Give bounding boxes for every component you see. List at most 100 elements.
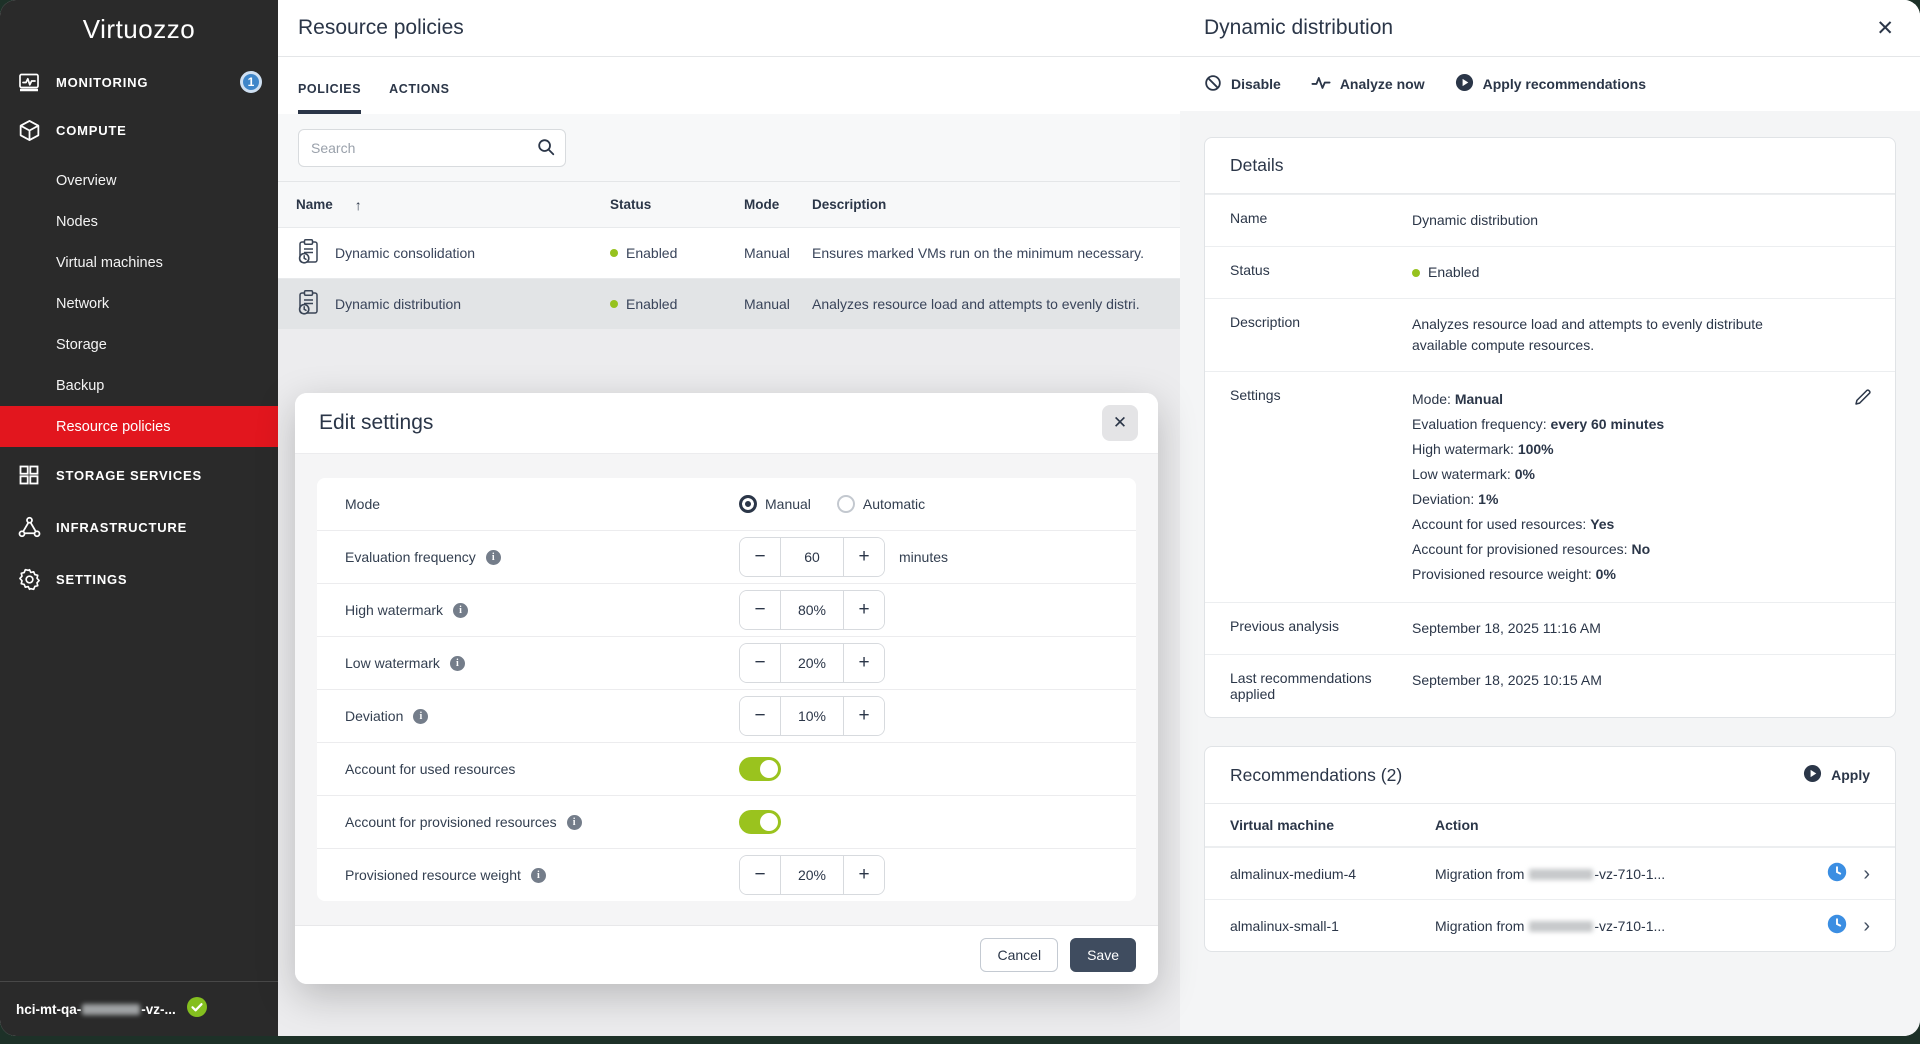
info-icon[interactable] xyxy=(485,549,501,565)
apply-button[interactable]: Apply xyxy=(1803,764,1870,786)
details-panel: Dynamic distribution ✕ Disable xyxy=(1180,0,1920,1036)
stepper-value[interactable]: 10% xyxy=(780,697,844,735)
column-action: Action xyxy=(1435,817,1479,833)
increment-button[interactable]: + xyxy=(844,856,884,894)
close-icon[interactable]: ✕ xyxy=(1102,405,1138,441)
account-used-row: Account for used resources xyxy=(317,742,1136,795)
sidebar-item-storage-services[interactable]: STORAGE SERVICES xyxy=(0,449,278,501)
column-mode[interactable]: Mode xyxy=(744,197,780,212)
decrement-button[interactable]: − xyxy=(740,538,780,576)
sidebar-item-backup[interactable]: Backup xyxy=(56,377,105,394)
sidebar-item-label: COMPUTE xyxy=(56,122,127,138)
increment-button[interactable]: + xyxy=(844,538,884,576)
sidebar-item-infrastructure[interactable]: INFRASTRUCTURE xyxy=(0,501,278,553)
save-button[interactable]: Save xyxy=(1070,938,1136,972)
info-icon[interactable] xyxy=(453,602,469,618)
column-status[interactable]: Status xyxy=(610,197,652,212)
search-input[interactable] xyxy=(298,129,566,167)
setting-line: Account for used resources: Yes xyxy=(1412,516,1615,532)
column-description[interactable]: Description xyxy=(812,197,887,212)
radio-manual[interactable]: Manual xyxy=(739,495,811,513)
sidebar-item-resource-policies[interactable]: Resource policies xyxy=(0,406,278,447)
apply-recommendations-button[interactable]: Apply recommendations xyxy=(1455,73,1646,95)
decrement-button[interactable]: − xyxy=(740,644,780,682)
stepper-value[interactable]: 60 xyxy=(780,538,844,576)
high-watermark-row: High watermark − 80% + xyxy=(317,583,1136,636)
sidebar-item-nodes[interactable]: Nodes xyxy=(56,213,98,230)
sidebar-item-storage[interactable]: Storage xyxy=(56,336,107,353)
increment-button[interactable]: + xyxy=(844,591,884,629)
decrement-button[interactable]: − xyxy=(740,856,780,894)
table-row-dynamic-distribution[interactable]: Dynamic distribution Enabled Manual Anal… xyxy=(278,278,1180,329)
cancel-button[interactable]: Cancel xyxy=(980,938,1059,972)
sidebar-item-virtual-machines[interactable]: Virtual machines xyxy=(56,254,163,271)
recommendations-card: Recommendations (2) Apply Virtual machin… xyxy=(1204,746,1896,952)
table-header: Name ↑ Status Mode Description xyxy=(278,182,1180,227)
mode-row: Mode Manual Automatic xyxy=(317,478,1136,530)
info-icon[interactable] xyxy=(449,655,465,671)
column-name[interactable]: Name xyxy=(296,197,333,212)
vm-name: almalinux-small-1 xyxy=(1230,917,1339,934)
recommendation-row[interactable]: almalinux-medium-4 Migration from -vz-71… xyxy=(1205,847,1895,899)
chevron-right-icon[interactable]: › xyxy=(1863,862,1870,885)
unit-label: minutes xyxy=(899,549,949,565)
sidebar-item-compute[interactable]: COMPUTE xyxy=(0,106,278,154)
panel-body: Details Name Dynamic distribution Status… xyxy=(1180,111,1920,1036)
decrement-button[interactable]: − xyxy=(740,591,780,629)
increment-button[interactable]: + xyxy=(844,644,884,682)
toggle-on[interactable] xyxy=(739,757,781,781)
table-row-dynamic-consolidation[interactable]: Dynamic consolidation Enabled Manual Ens… xyxy=(278,227,1180,278)
info-icon[interactable] xyxy=(566,814,582,830)
tab-bar: POLICIES ACTIONS xyxy=(278,57,1180,114)
policy-name: Dynamic consolidation xyxy=(335,245,476,261)
panel-action-bar: Disable Analyze now Apply recommendat xyxy=(1180,57,1920,111)
tab-actions[interactable]: ACTIONS xyxy=(389,82,450,96)
high-watermark-stepper: − 80% + xyxy=(739,590,885,630)
mode-label: Mode xyxy=(345,496,381,512)
cluster-name: hci-mt-qa- -vz-... xyxy=(16,1001,176,1017)
description-text: Analyzes resource load and attempts to e… xyxy=(812,296,1140,312)
stepper-value[interactable]: 80% xyxy=(780,591,844,629)
deviation-row: Deviation − 10% + xyxy=(317,689,1136,742)
radio-automatic[interactable]: Automatic xyxy=(836,495,925,513)
sidebar-item-settings[interactable]: SETTINGS xyxy=(0,553,278,605)
main-content: Resource policies POLICIES ACTIONS Name xyxy=(278,0,1180,1036)
recommendation-row[interactable]: almalinux-small-1 Migration from -vz-710… xyxy=(1205,899,1895,951)
radio-selected-icon xyxy=(739,495,757,513)
disable-button[interactable]: Disable xyxy=(1204,74,1281,95)
low-watermark-stepper: − 20% + xyxy=(739,643,885,683)
search-icon xyxy=(536,137,556,157)
compute-submenu: Overview Nodes Virtual machines Network … xyxy=(0,160,278,447)
sidebar-item-network[interactable]: Network xyxy=(56,295,110,312)
sidebar-item-monitoring[interactable]: MONITORING 1 xyxy=(0,58,278,106)
stepper-value[interactable]: 20% xyxy=(780,856,844,894)
toggle-on[interactable] xyxy=(739,810,781,834)
close-icon[interactable]: ✕ xyxy=(1876,16,1894,40)
sidebar-item-label: SETTINGS xyxy=(56,571,128,587)
edit-pencil-icon[interactable] xyxy=(1853,387,1873,407)
setting-line: Low watermark: 0% xyxy=(1412,466,1535,482)
stepper-value[interactable]: 20% xyxy=(780,644,844,682)
scheduled-clock-icon xyxy=(1827,862,1847,885)
info-icon[interactable] xyxy=(530,867,546,883)
vm-name: almalinux-medium-4 xyxy=(1230,865,1357,882)
chevron-right-icon[interactable]: › xyxy=(1863,914,1870,937)
analyze-now-button[interactable]: Analyze now xyxy=(1311,75,1425,94)
increment-button[interactable]: + xyxy=(844,697,884,735)
sidebar-item-overview[interactable]: Overview xyxy=(56,172,117,189)
mode-text: Manual xyxy=(744,245,790,261)
policy-clipboard-clock-icon xyxy=(296,289,321,319)
setting-line: Provisioned resource weight: 0% xyxy=(1412,566,1616,582)
info-icon[interactable] xyxy=(413,708,429,724)
sidebar: Virtuozzo MONITORING 1 xyxy=(0,0,278,1036)
cluster-selector[interactable]: hci-mt-qa- -vz-... xyxy=(0,981,278,1036)
detail-row-last-recommendations: Last recommendations applied September 1… xyxy=(1205,654,1895,717)
account-provisioned-row: Account for provisioned resources xyxy=(317,795,1136,848)
infrastructure-icon xyxy=(16,514,42,540)
scheduled-clock-icon xyxy=(1827,914,1847,937)
sort-asc-icon[interactable]: ↑ xyxy=(354,196,362,213)
tab-policies[interactable]: POLICIES xyxy=(298,82,362,114)
monitoring-icon xyxy=(16,69,42,95)
decrement-button[interactable]: − xyxy=(740,697,780,735)
